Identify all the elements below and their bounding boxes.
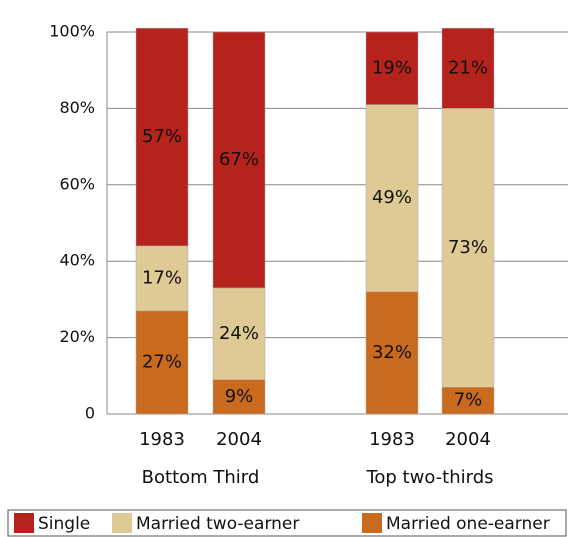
- legend-label: Married one-earner: [386, 514, 550, 534]
- y-tick-label: 0: [85, 404, 95, 423]
- bar-segment: [212, 31, 266, 289]
- y-tick-label: 100%: [49, 22, 95, 41]
- x-tick-label: 2004: [216, 429, 262, 450]
- bar-segment: [135, 245, 189, 312]
- legend-box: [7, 509, 567, 537]
- legend-label: Married two-earner: [136, 514, 299, 534]
- bar-segment: [135, 310, 189, 415]
- bar-segment: [212, 287, 266, 380]
- data-label: 9%: [225, 386, 254, 407]
- data-label: 7%: [454, 390, 483, 411]
- bar-segment: [365, 31, 419, 105]
- data-label: 32%: [372, 342, 412, 363]
- legend-swatch: [14, 513, 34, 533]
- x-tick-label: 2004: [445, 429, 491, 450]
- y-tick-label: 60%: [59, 174, 95, 193]
- data-label: 21%: [448, 57, 488, 78]
- bar-segment: [441, 108, 495, 388]
- bar-segment: [365, 104, 419, 293]
- data-label: 17%: [142, 267, 182, 288]
- y-tick-label: 20%: [59, 327, 95, 346]
- bar-segment: [441, 27, 495, 109]
- data-label: 24%: [219, 323, 259, 344]
- data-label: 27%: [142, 351, 182, 372]
- data-label: 73%: [448, 237, 488, 258]
- bar-segment: [365, 291, 419, 415]
- data-label: 49%: [372, 187, 412, 208]
- bar-segment: [135, 27, 189, 247]
- x-tick-label: 1983: [139, 429, 185, 450]
- legend-swatch: [112, 513, 132, 533]
- bar-segment: [441, 387, 495, 415]
- group-label: Bottom Third: [142, 467, 260, 488]
- x-tick-label: 1983: [369, 429, 415, 450]
- legend-label: Single: [38, 514, 90, 534]
- data-label: 19%: [372, 57, 412, 78]
- data-label: 57%: [142, 126, 182, 147]
- y-tick-label: 80%: [59, 98, 95, 117]
- y-tick-label: 40%: [59, 251, 95, 270]
- data-label: 67%: [219, 149, 259, 170]
- legend-swatch: [362, 513, 382, 533]
- group-label: Top two-thirds: [365, 467, 493, 488]
- bar-segment: [212, 379, 266, 415]
